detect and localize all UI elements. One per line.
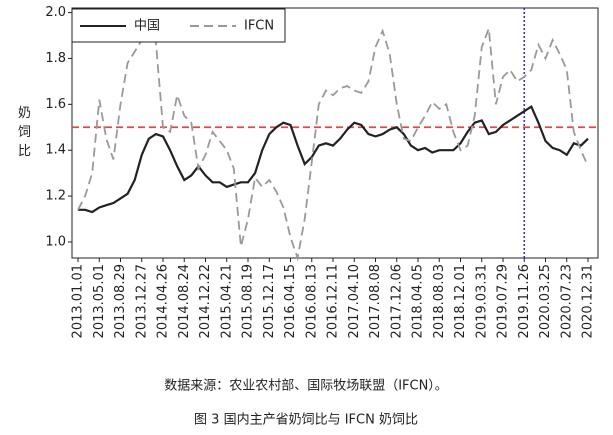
y-tick-label: 1.6 [45, 97, 66, 112]
x-tick-label: 2018.04.05 [411, 264, 426, 338]
y-tick-label: 2.0 [45, 5, 66, 20]
plot-frame [71, 7, 599, 259]
source-note: 数据来源：农业农村部、国际牧场联盟（IFCN）。 [164, 379, 448, 394]
x-tick-label: 2019.07.29 [496, 264, 511, 338]
x-tick-label: 2013.08.29 [113, 264, 128, 338]
series-line [77, 26, 589, 262]
x-tick-label: 2016.04.15 [283, 264, 298, 338]
x-tick-label: 2014.04.26 [156, 264, 171, 338]
x-tick-label: 2016.12.11 [326, 264, 341, 338]
x-tick-label: 2014.12.22 [198, 264, 213, 338]
x-tick-label: 2013.05.01 [92, 264, 107, 338]
y-tick-label: 1.4 [45, 143, 66, 158]
x-tick-label: 2020.12.31 [581, 264, 596, 338]
legend-label: 中国 [134, 19, 160, 34]
x-tick-label: 2020.03.25 [538, 264, 553, 338]
figure-caption: 图 3 国内主产省奶饲比与 IFCN 奶饲比 [194, 412, 418, 428]
x-tick-label: 2017.04.10 [347, 264, 362, 338]
x-tick-label: 2015.04.21 [219, 264, 234, 338]
y-tick-label: 1.0 [45, 234, 66, 249]
x-tick-label: 2015.12.17 [262, 264, 277, 338]
x-tick-label: 2013.01.01 [71, 264, 86, 338]
x-tick-label: 2019.03.31 [474, 264, 489, 338]
x-tick-label: 2019.11.26 [517, 264, 532, 338]
x-tick-label: 2015.08.19 [241, 264, 256, 338]
x-tick-label: 2018.12.01 [453, 264, 468, 338]
x-tick-label: 2016.08.13 [304, 264, 319, 338]
x-tick-label: 2013.12.27 [134, 264, 149, 338]
x-tick-label: 2017.12.06 [389, 264, 404, 338]
x-tick-label: 2014.08.24 [177, 264, 192, 338]
x-tick-label: 2020.07.23 [559, 264, 574, 338]
legend-label: IFCN [244, 19, 274, 34]
y-tick-label: 1.2 [45, 189, 66, 204]
y-axis-label: 奶饲比 [18, 106, 31, 159]
x-tick-label: 2017.08.08 [368, 264, 383, 338]
x-tick-label: 2018.08.03 [432, 264, 447, 338]
y-tick-label: 1.8 [45, 51, 66, 66]
series-line [78, 104, 589, 214]
